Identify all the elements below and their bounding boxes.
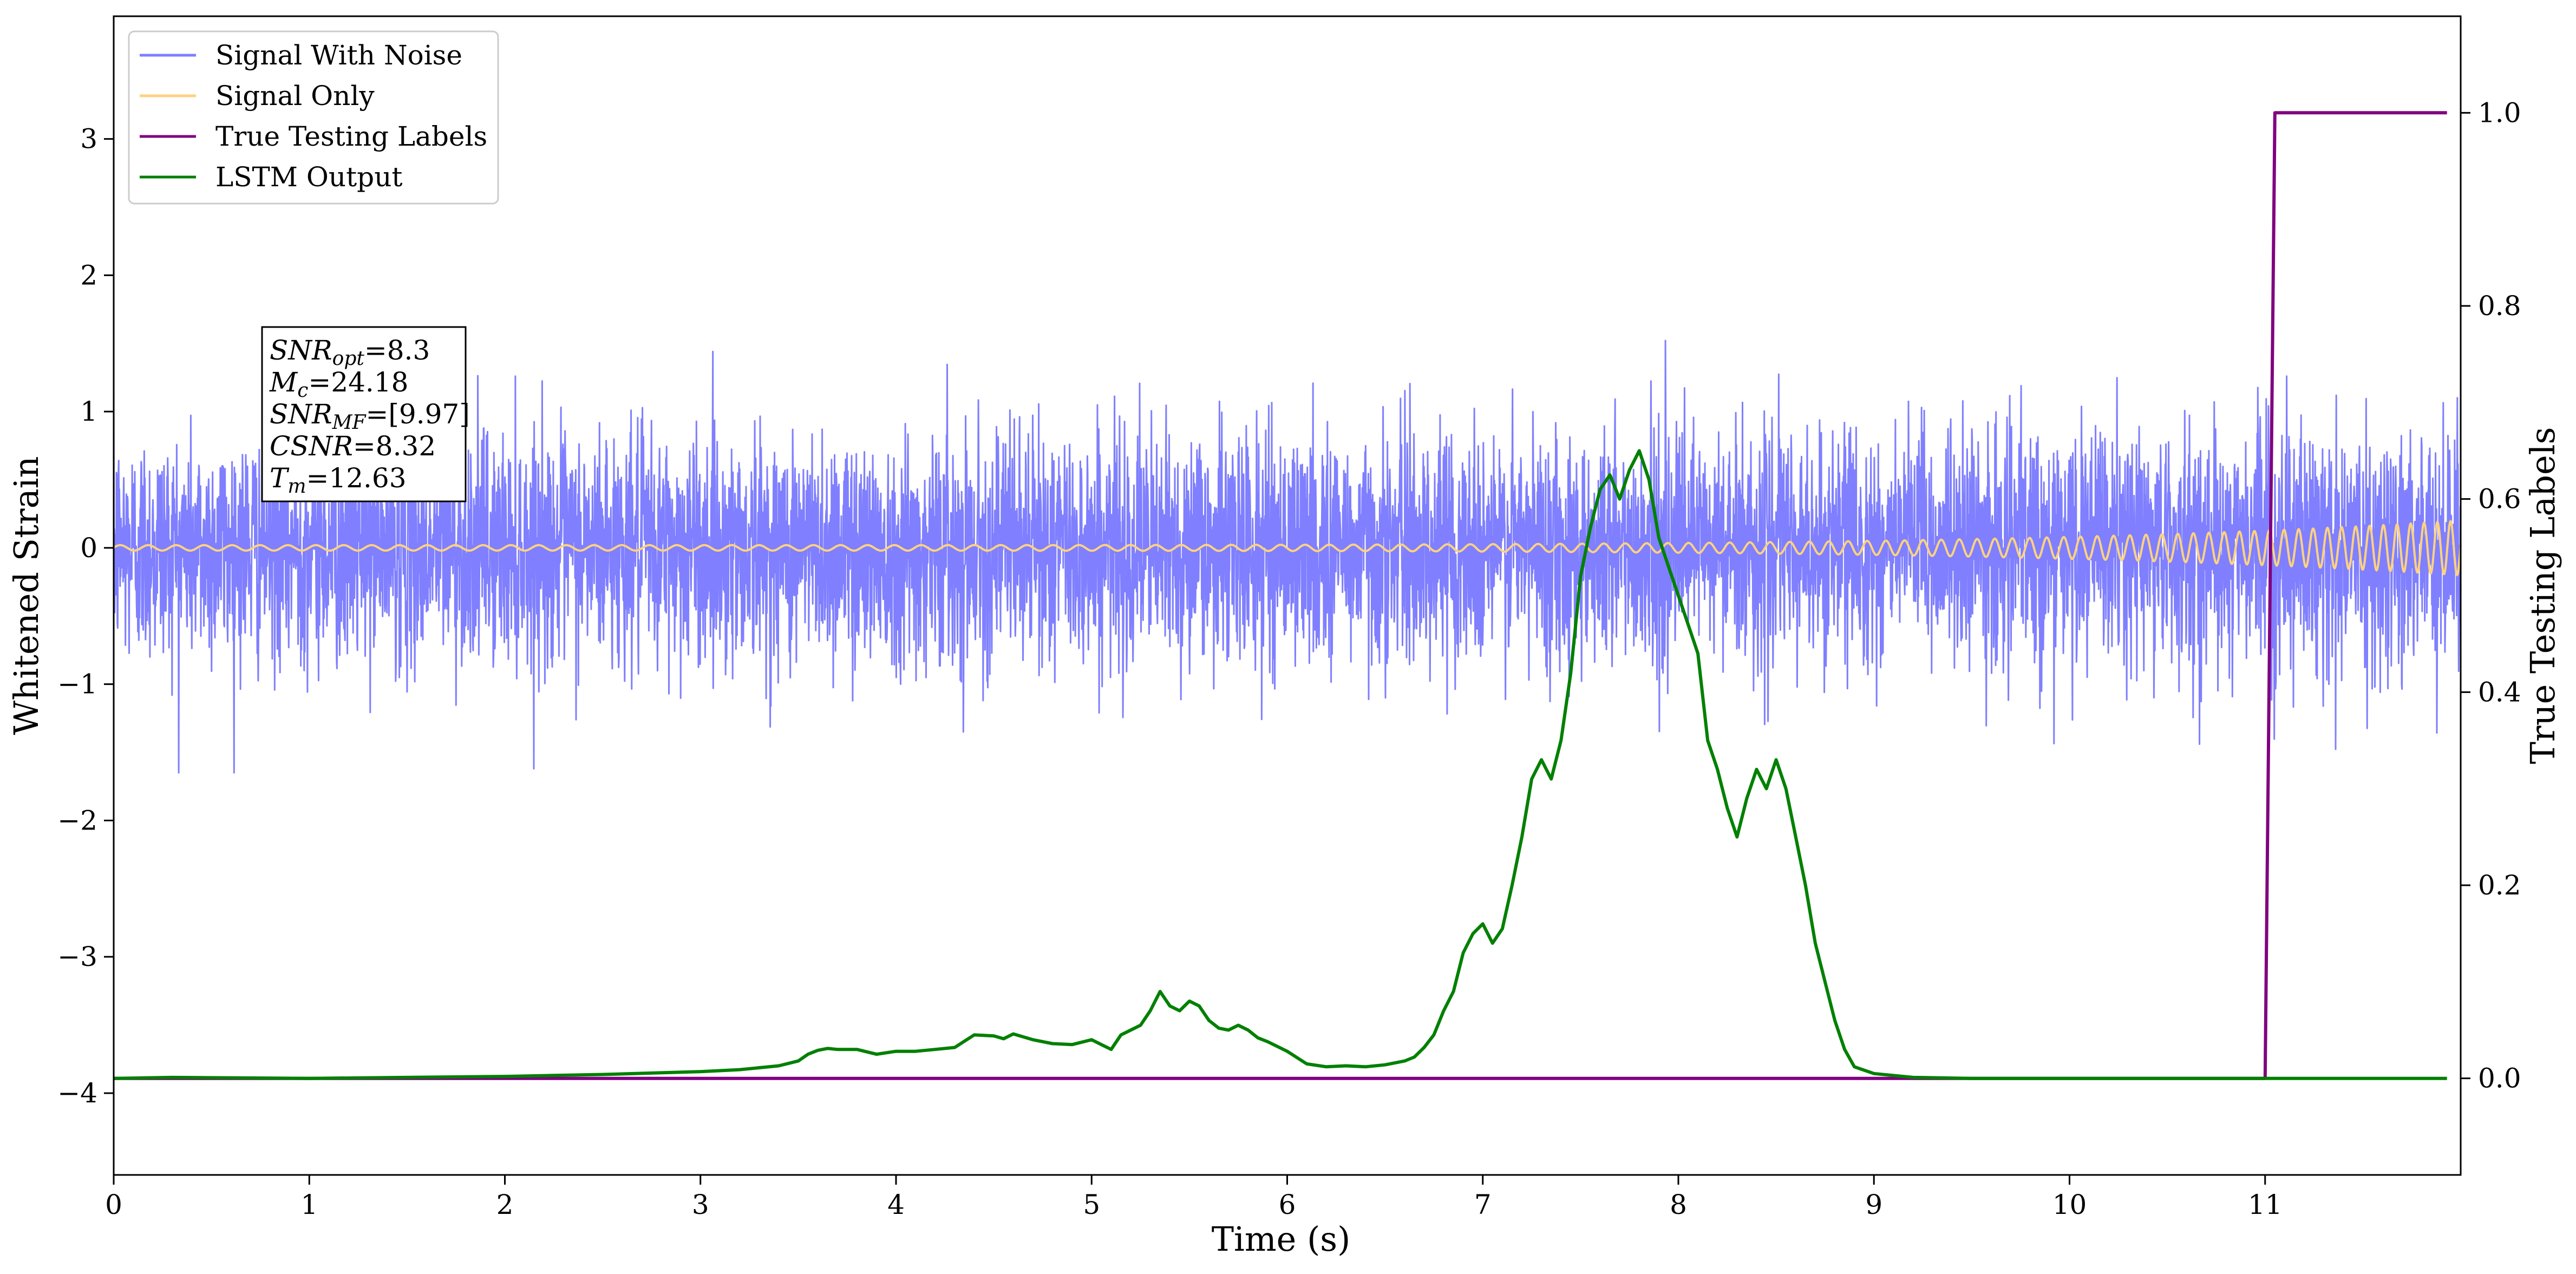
x-axis: 0 1 2 3 4 5 6 7 8 9 10 11 xyxy=(105,1175,2283,1220)
legend-frame xyxy=(128,30,499,205)
lstm-output-line xyxy=(113,449,2447,1080)
x-tick-label: 6 xyxy=(1279,1189,1296,1220)
y-right-tick-label: 1.0 xyxy=(2478,97,2521,128)
legend-label-signal-only: Signal Only xyxy=(215,80,375,112)
y-right-tick-label: 0.6 xyxy=(2478,484,2521,515)
x-tick-label: 9 xyxy=(1865,1189,1882,1220)
x-tick-label: 8 xyxy=(1670,1189,1687,1220)
y-left-tick-label: 2 xyxy=(80,259,97,291)
signal-only-series xyxy=(113,519,2462,577)
annotation-line: SNRopt=8.3 xyxy=(270,335,430,370)
lstm-output-series xyxy=(113,449,2447,1080)
legend: Signal With Noise Signal Only True Testi… xyxy=(128,30,499,205)
y-right-tick-label: 0.2 xyxy=(2478,870,2521,901)
x-tick-label: 10 xyxy=(2052,1189,2087,1220)
x-tick-label: 4 xyxy=(887,1189,905,1220)
legend-label-signal-with-noise: Signal With Noise xyxy=(215,40,462,71)
x-tick-label: 7 xyxy=(1474,1189,1492,1220)
y-right-tick-label: 0.4 xyxy=(2478,676,2521,708)
true-testing-labels-series xyxy=(114,111,2447,1080)
y-left-tick-label: −3 xyxy=(57,941,97,972)
x-tick-label: 5 xyxy=(1083,1189,1100,1220)
x-tick-label: 1 xyxy=(300,1189,318,1220)
plot-area xyxy=(113,111,2462,1080)
y-axis-right: 0.0 0.2 0.4 0.6 0.8 1.0 xyxy=(2461,97,2521,1094)
y-right-tick-label: 0.0 xyxy=(2478,1063,2521,1094)
annotation-line: SNRMF=[9.97] xyxy=(270,398,470,434)
x-tick-label: 3 xyxy=(692,1189,709,1220)
y-left-tick-label: −2 xyxy=(57,805,97,836)
legend-label-lstm-output: LSTM Output xyxy=(215,161,402,193)
annotation-box: SNRopt=8.3Mc=24.18SNRMF=[9.97]CSNR=8.32T… xyxy=(261,326,470,502)
annotation-line: Tm=12.63 xyxy=(270,462,407,498)
annotation-frame xyxy=(261,326,467,502)
x-tick-label: 2 xyxy=(496,1189,514,1220)
y-axis-right-label: True Testing Labels xyxy=(2523,427,2562,765)
annotation-line: CSNR=8.32 xyxy=(270,430,436,462)
true-testing-labels-line xyxy=(114,111,2447,1080)
annotation-line: Mc=24.18 xyxy=(269,367,408,402)
y-left-tick-label: 3 xyxy=(80,123,97,155)
y-axis-left: −4 −3 −2 −1 0 1 2 3 xyxy=(57,123,114,1109)
y-left-tick-label: −1 xyxy=(57,669,97,700)
x-tick-label: 0 xyxy=(105,1189,122,1220)
y-axis-left-label: Whitened Strain xyxy=(6,456,46,735)
legend-label-true-testing-labels: True Testing Labels xyxy=(215,121,487,152)
y-left-tick-label: 1 xyxy=(80,396,97,427)
y-right-tick-label: 0.8 xyxy=(2478,290,2521,322)
y-left-tick-label: 0 xyxy=(80,532,97,564)
x-axis-label: Time (s) xyxy=(1212,1219,1351,1259)
y-left-tick-label: −4 xyxy=(57,1077,97,1109)
x-tick-label: 11 xyxy=(2248,1189,2283,1220)
signal-only-line xyxy=(113,519,2462,577)
